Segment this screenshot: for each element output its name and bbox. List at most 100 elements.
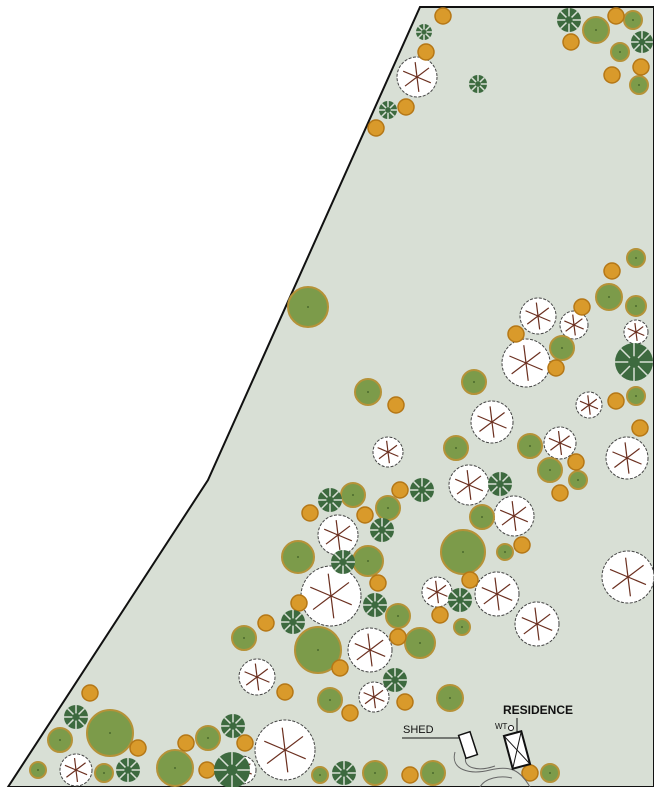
- branch: [477, 415, 493, 423]
- branch: [483, 593, 498, 605]
- palm-tree: [281, 610, 305, 634]
- branch: [635, 331, 645, 337]
- branch: [564, 320, 575, 326]
- shrub-center: [455, 447, 457, 449]
- small-shrub: [391, 481, 409, 499]
- palm-tree: [214, 752, 250, 787]
- frond-gap: [381, 111, 387, 117]
- deciduous-tree: [317, 514, 359, 556]
- branch: [386, 440, 389, 453]
- frond-gap: [235, 756, 246, 767]
- branch: [436, 591, 439, 604]
- deciduous-tree: [59, 753, 93, 787]
- shrub-center: [549, 469, 551, 471]
- shrub-center: [174, 767, 176, 769]
- branch: [523, 623, 538, 635]
- frond-gap: [389, 103, 395, 109]
- small-shrub: [632, 58, 650, 76]
- branch: [356, 649, 371, 661]
- frond-gap: [490, 486, 498, 494]
- frond-gap: [397, 682, 405, 690]
- branch: [330, 595, 352, 606]
- frond-gap: [320, 490, 328, 498]
- frond-gap: [571, 10, 579, 18]
- small-shrub: [401, 766, 419, 784]
- branch: [496, 593, 500, 611]
- residence-building: [502, 730, 532, 770]
- branch: [436, 591, 448, 597]
- residence: RESIDENCE WT: [495, 703, 573, 770]
- small-shrub: [513, 536, 531, 554]
- frond-gap: [425, 33, 431, 39]
- branch: [402, 70, 418, 78]
- branch: [537, 315, 541, 330]
- shrub-center: [367, 560, 369, 562]
- vegetation: [29, 7, 654, 787]
- frond-gap: [332, 490, 340, 498]
- frond-gap: [223, 728, 231, 736]
- branch: [614, 457, 628, 468]
- branch: [535, 302, 539, 317]
- branch: [635, 326, 644, 333]
- branch: [624, 442, 628, 459]
- deciduous-tree: [623, 319, 649, 345]
- frond-gap: [450, 602, 458, 610]
- frond-gap: [397, 670, 405, 678]
- frond-gap: [223, 716, 231, 724]
- branch: [310, 586, 332, 597]
- frond-gap: [502, 474, 510, 482]
- frond-gap: [320, 502, 328, 510]
- small-shrub: [417, 43, 435, 61]
- branch: [513, 515, 517, 531]
- branch: [264, 740, 286, 751]
- branch: [479, 421, 493, 432]
- frond-gap: [471, 77, 477, 83]
- branch: [256, 676, 270, 683]
- branch: [536, 623, 553, 631]
- frond-gap: [637, 365, 648, 376]
- branch: [416, 76, 432, 84]
- shrub-center: [638, 84, 640, 86]
- frond-gap: [462, 602, 470, 610]
- branch: [587, 395, 590, 406]
- branch: [635, 331, 638, 342]
- deciduous-tree: [347, 627, 393, 673]
- frond-gap: [130, 760, 138, 768]
- shrub-center: [317, 649, 319, 651]
- branch: [325, 534, 339, 545]
- small-shrub: [631, 419, 649, 437]
- branch: [579, 400, 590, 406]
- branch: [369, 649, 373, 667]
- branch: [525, 310, 539, 317]
- frond-gap: [295, 612, 303, 620]
- branch: [588, 404, 591, 415]
- branch: [573, 324, 584, 330]
- frond-gap: [66, 719, 74, 727]
- small-shrub: [341, 704, 359, 722]
- branch: [491, 421, 495, 438]
- deciduous-tree: [575, 391, 603, 419]
- branch: [73, 758, 77, 771]
- frond-gap: [365, 595, 373, 603]
- branch: [521, 617, 538, 625]
- small-shrub: [396, 693, 414, 711]
- shrub-center: [473, 381, 475, 383]
- branch: [64, 764, 77, 771]
- frond-gap: [620, 365, 631, 376]
- shrub-center: [449, 697, 451, 699]
- branch: [337, 525, 351, 536]
- branch: [468, 475, 482, 486]
- palm-tree: [332, 761, 356, 785]
- branch: [327, 573, 332, 597]
- palm-tree: [116, 758, 140, 782]
- shrub-center: [243, 637, 245, 639]
- branch: [525, 351, 541, 364]
- branch: [481, 587, 498, 595]
- branch: [414, 62, 418, 78]
- frond-gap: [334, 775, 342, 783]
- frond-gap: [633, 33, 641, 41]
- shed: SHED: [402, 724, 479, 760]
- shrub-center: [329, 699, 331, 701]
- branch: [491, 412, 505, 423]
- shrub-center: [608, 296, 610, 298]
